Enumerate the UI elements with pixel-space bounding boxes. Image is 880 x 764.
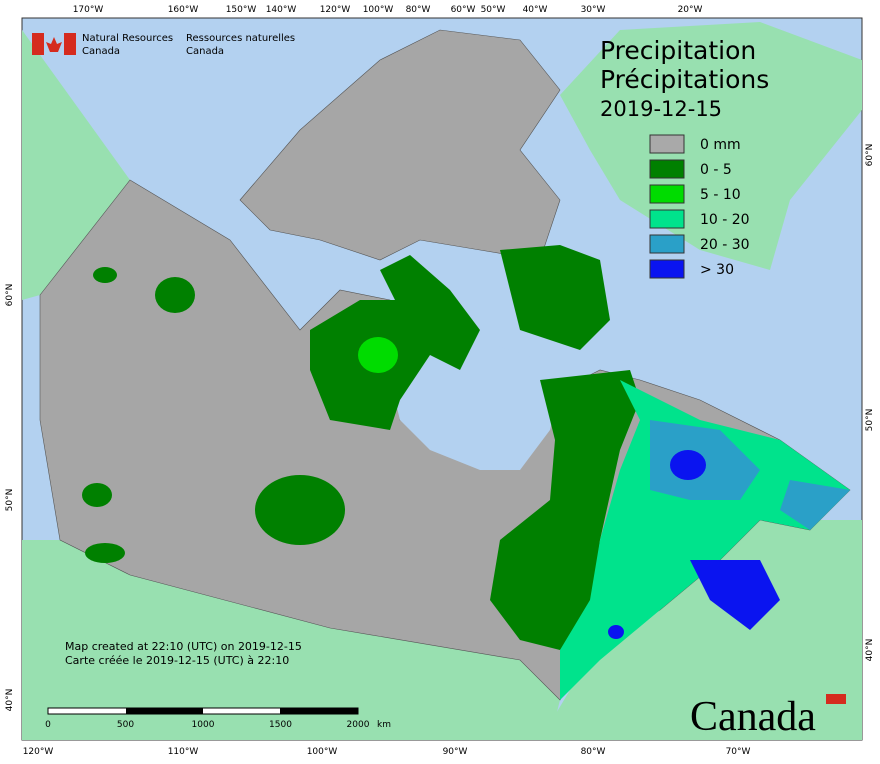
legend-swatch <box>649 259 685 279</box>
legend-swatch <box>649 234 685 254</box>
lon-label: 100°W <box>363 5 394 15</box>
lon-label: 20°W <box>678 5 703 15</box>
credit: Carte créée le 2019-12-15 (UTC) à 22:10 <box>65 654 289 667</box>
scale-label: 0 <box>45 720 51 730</box>
legend-label: 0 - 5 <box>700 162 732 178</box>
legend-label: 0 mm <box>700 137 741 153</box>
lon-label: 80°W <box>406 5 431 15</box>
lon-label: 70°W <box>726 747 751 757</box>
agency-fr: Canada <box>186 46 224 57</box>
legend-label: > 30 <box>700 262 734 278</box>
lat-label: 40°N <box>5 689 15 712</box>
lon-label: 110°W <box>168 747 199 757</box>
lat-label: 60°N <box>865 144 875 167</box>
lat-label: 60°N <box>5 284 15 307</box>
title: Précipitations <box>600 65 769 94</box>
lon-label: 120°W <box>23 747 54 757</box>
lon-label: 60°W <box>451 5 476 15</box>
lon-label: 90°W <box>443 747 468 757</box>
scale-unit: km <box>377 720 391 730</box>
lon-label: 100°W <box>307 747 338 757</box>
legend-swatch <box>649 134 685 154</box>
legend-swatch <box>649 159 685 179</box>
scale-label: 500 <box>117 720 134 730</box>
scale-label: 1000 <box>192 720 215 730</box>
credit: Map created at 22:10 (UTC) on 2019-12-15 <box>65 640 302 653</box>
lon-label: 140°W <box>266 5 297 15</box>
lon-label: 40°W <box>523 5 548 15</box>
legend-label: 5 - 10 <box>700 187 741 203</box>
title: Precipitation <box>600 36 756 65</box>
agency-fr: Ressources naturelles <box>186 33 295 44</box>
scale-label: 2000 <box>347 720 370 730</box>
date: 2019-12-15 <box>600 97 722 121</box>
lat-label: 40°N <box>865 639 875 662</box>
lon-label: 30°W <box>581 5 606 15</box>
lon-label: 150°W <box>226 5 257 15</box>
lon-label: 170°W <box>73 5 104 15</box>
wordmark: Canada <box>690 694 816 740</box>
lon-label: 50°W <box>481 5 506 15</box>
legend-swatch <box>649 184 685 204</box>
agency-en: Canada <box>82 46 120 57</box>
lat-label: 50°N <box>865 409 875 432</box>
legend-label: 10 - 20 <box>700 212 750 228</box>
precip-areas <box>82 245 850 700</box>
scale-label: 1500 <box>269 720 292 730</box>
agency-en: Natural Resources <box>82 33 173 44</box>
lon-label: 160°W <box>168 5 199 15</box>
legend-label: 20 - 30 <box>700 237 750 253</box>
legend-swatch <box>649 209 685 229</box>
lat-label: 50°N <box>5 489 15 512</box>
lon-label: 80°W <box>581 747 606 757</box>
lon-label: 120°W <box>320 5 351 15</box>
overlay <box>32 33 846 715</box>
